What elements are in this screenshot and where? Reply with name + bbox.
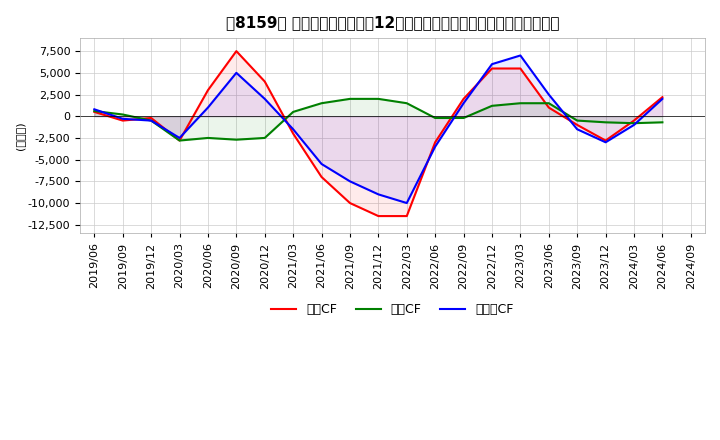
投資CF bbox=[318, 101, 326, 106]
営業CF bbox=[289, 131, 297, 136]
投資CF bbox=[601, 120, 610, 125]
フリーCF bbox=[147, 118, 156, 123]
Line: フリーCF: フリーCF bbox=[94, 55, 662, 203]
投資CF bbox=[544, 101, 553, 106]
投資CF bbox=[487, 103, 496, 109]
投資CF bbox=[516, 101, 525, 106]
営業CF bbox=[459, 96, 468, 102]
フリーCF bbox=[232, 70, 240, 76]
投資CF bbox=[175, 138, 184, 143]
営業CF bbox=[346, 200, 354, 205]
フリーCF bbox=[402, 200, 411, 205]
フリーCF bbox=[318, 161, 326, 167]
Line: 営業CF: 営業CF bbox=[94, 51, 662, 216]
営業CF bbox=[90, 109, 99, 114]
営業CF bbox=[374, 213, 383, 219]
営業CF bbox=[261, 79, 269, 84]
投資CF bbox=[147, 118, 156, 123]
フリーCF bbox=[289, 127, 297, 132]
投資CF bbox=[431, 115, 439, 121]
投資CF bbox=[658, 120, 667, 125]
営業CF bbox=[402, 213, 411, 219]
営業CF bbox=[544, 105, 553, 110]
フリーCF bbox=[431, 144, 439, 149]
Line: 投資CF: 投資CF bbox=[94, 99, 662, 140]
営業CF bbox=[658, 95, 667, 100]
フリーCF bbox=[658, 96, 667, 102]
投資CF bbox=[402, 101, 411, 106]
営業CF bbox=[601, 138, 610, 143]
フリーCF bbox=[261, 96, 269, 102]
投資CF bbox=[261, 135, 269, 140]
営業CF bbox=[232, 48, 240, 54]
投資CF bbox=[232, 137, 240, 142]
営業CF bbox=[487, 66, 496, 71]
フリーCF bbox=[118, 116, 127, 121]
フリーCF bbox=[374, 192, 383, 197]
フリーCF bbox=[601, 139, 610, 145]
投資CF bbox=[346, 96, 354, 102]
投資CF bbox=[573, 118, 582, 123]
営業CF bbox=[318, 174, 326, 180]
投資CF bbox=[374, 96, 383, 102]
Y-axis label: (百万円): (百万円) bbox=[15, 121, 25, 150]
フリーCF bbox=[544, 92, 553, 97]
フリーCF bbox=[459, 101, 468, 106]
営業CF bbox=[147, 115, 156, 121]
投資CF bbox=[118, 112, 127, 117]
投資CF bbox=[289, 109, 297, 114]
営業CF bbox=[204, 88, 212, 93]
フリーCF bbox=[90, 106, 99, 112]
営業CF bbox=[431, 139, 439, 145]
フリーCF bbox=[516, 53, 525, 58]
フリーCF bbox=[573, 127, 582, 132]
投資CF bbox=[459, 115, 468, 121]
Title: ［8159］ キャッシュフローの12か月移動合計の対前年同期増減額の推移: ［8159］ キャッシュフローの12か月移動合計の対前年同期増減額の推移 bbox=[226, 15, 559, 30]
営業CF bbox=[630, 118, 639, 123]
フリーCF bbox=[487, 62, 496, 67]
営業CF bbox=[516, 66, 525, 71]
投資CF bbox=[630, 121, 639, 126]
投資CF bbox=[204, 135, 212, 140]
フリーCF bbox=[204, 105, 212, 110]
Legend: 営業CF, 投資CF, フリーCF: 営業CF, 投資CF, フリーCF bbox=[266, 298, 519, 321]
営業CF bbox=[118, 118, 127, 123]
フリーCF bbox=[346, 179, 354, 184]
投資CF bbox=[90, 108, 99, 114]
フリーCF bbox=[175, 135, 184, 140]
営業CF bbox=[175, 138, 184, 143]
フリーCF bbox=[630, 122, 639, 128]
営業CF bbox=[573, 122, 582, 128]
